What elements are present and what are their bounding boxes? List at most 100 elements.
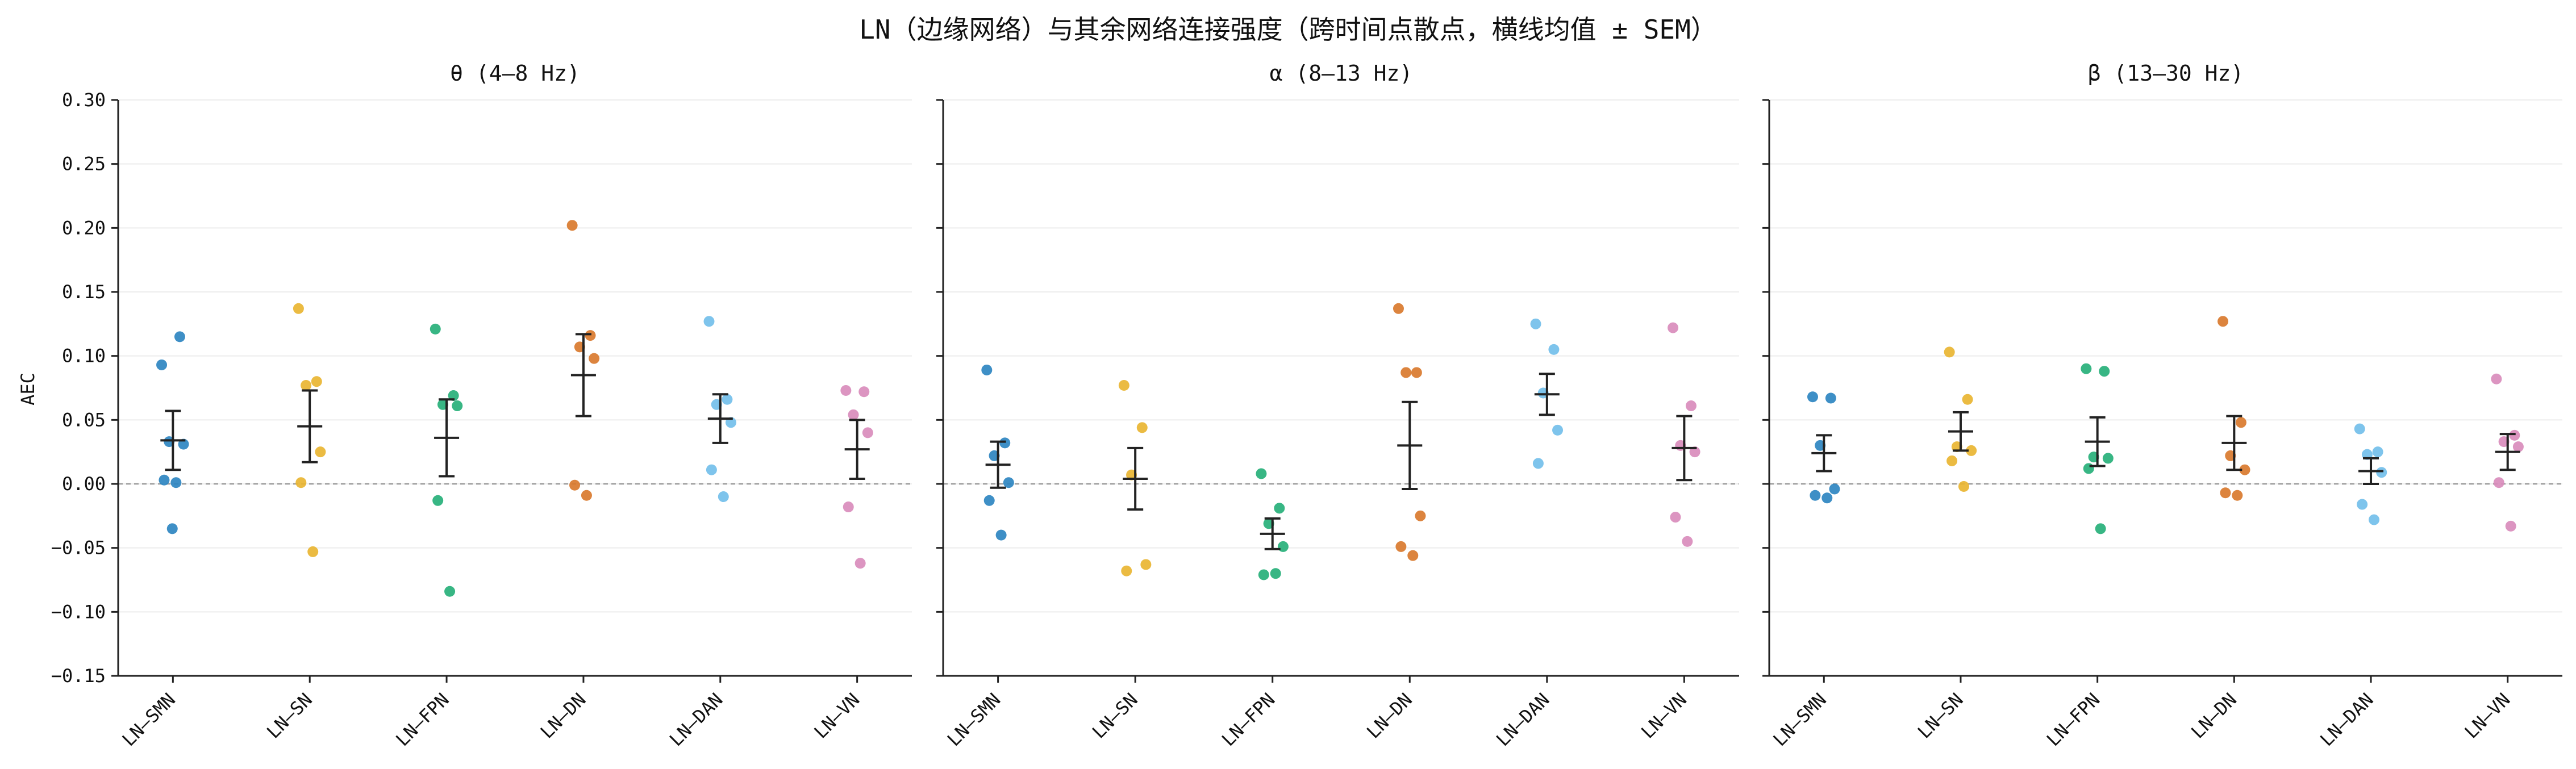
data-point [1825,392,1836,404]
y-axis-label: AEC [17,373,39,406]
y-tick-label: 0.00 [62,473,106,495]
data-point [722,394,733,405]
data-point [2357,499,2368,510]
y-tick-label: 0.05 [62,409,106,431]
data-point [1407,550,1419,561]
data-point [1118,379,1129,391]
data-point [1393,303,1404,314]
data-point [2361,449,2373,460]
data-point [1411,367,1422,378]
data-point [848,409,859,420]
data-point [430,323,441,335]
data-point [311,376,322,387]
data-point [1966,445,1977,456]
x-tick-label: LN–DN [1362,689,1416,743]
data-point [2491,373,2502,384]
data-point [1958,481,1969,492]
data-point [1415,510,1426,521]
data-point [1121,565,1132,576]
data-point [2102,453,2114,464]
panel-title: α (8–13 Hz) [1270,61,1413,86]
y-tick-label: 0.25 [62,153,106,175]
data-point [855,558,866,569]
data-point [1140,559,1152,570]
y-tick-label: −0.10 [51,601,106,622]
data-point [448,390,459,402]
data-point [995,529,1007,541]
x-tick-label: LN–SN [262,689,316,743]
data-point [725,417,736,428]
x-tick-label: LN–DAN [665,689,727,751]
data-point [1277,541,1289,552]
data-point [2217,316,2229,327]
x-tick-label: LN–SN [1914,689,1968,743]
data-point [1274,503,1285,514]
y-tick-label: −0.15 [51,665,106,687]
data-point [2083,463,2094,474]
data-point [174,331,185,342]
data-point [2372,446,2383,458]
data-point [1400,367,1412,378]
data-point [843,501,854,513]
panel-2: α (8–13 Hz) LN–SMN LN–SN LN–FPN LN–DN LN–DAN L… [936,61,1739,750]
data-point [178,438,189,450]
data-point [983,495,995,506]
data-point [2509,429,2520,441]
data-point [1136,422,1148,433]
data-point [1962,394,1973,405]
data-point [1003,477,1014,488]
data-point [2095,523,2106,534]
data-point [706,464,717,475]
data-point [2081,363,2092,374]
panels: −0.15 −0.10 −0.05 0.00 0.05 0.10 0.15 0.20 0.25 0… [51,61,2562,750]
data-point [703,316,715,327]
data-point [862,427,873,438]
x-tick-label: LN–VN [1637,689,1691,743]
data-point [315,446,326,458]
panel-title: θ (4–8 Hz) [450,61,580,86]
panel-1: −0.15 −0.10 −0.05 0.00 0.05 0.10 0.15 0.20 0.25 0… [51,61,912,750]
data-point [2505,520,2516,532]
data-point [2376,467,2387,478]
data-point [1821,492,1833,504]
data-point [1270,568,1281,579]
data-point [1532,458,1544,469]
data-point [1685,400,1697,412]
y-tick-label: 0.30 [62,89,106,111]
data-point [1552,424,1564,436]
y-tick-label: 0.10 [62,345,106,367]
data-point [1530,318,1541,329]
data-point [307,546,319,557]
x-tick-label: LN–DN [2187,689,2241,743]
data-point [840,385,852,396]
data-point [981,364,993,375]
data-point [589,353,600,364]
data-point [2099,366,2110,377]
data-point [1258,569,1269,580]
data-point [2493,477,2504,488]
data-point [1944,346,1955,358]
data-point [166,523,178,534]
data-point [1682,536,1693,547]
data-point [2354,423,2365,434]
data-point [159,474,170,486]
figure-title: LN（边缘网络）与其余网络连接强度（跨时间点散点，横线均值 ± SEM） [859,14,1717,45]
data-point [2235,417,2246,428]
x-tick-label: LN–VN [810,689,864,743]
panel-3: β (13–30 Hz) LN–SMN LN–SN LN–FPN LN–DN LN–DAN… [1762,61,2562,750]
x-tick-label: LN–DAN [1492,689,1554,751]
data-point [718,491,729,503]
data-point [1946,455,1958,466]
data-point [170,477,182,488]
x-tick-label: LN–FPN [1218,689,1279,751]
y-tick-label: 0.20 [62,217,106,239]
x-tick-label: LN–DAN [2316,689,2378,751]
data-point [432,495,444,506]
data-point [1810,490,1821,501]
data-point [1256,468,1267,479]
panel-title: β (13–30 Hz) [2088,61,2244,86]
x-tick-label: LN–FPN [2043,689,2104,751]
x-tick-label: LN–SMN [118,689,180,751]
data-point [581,490,592,501]
